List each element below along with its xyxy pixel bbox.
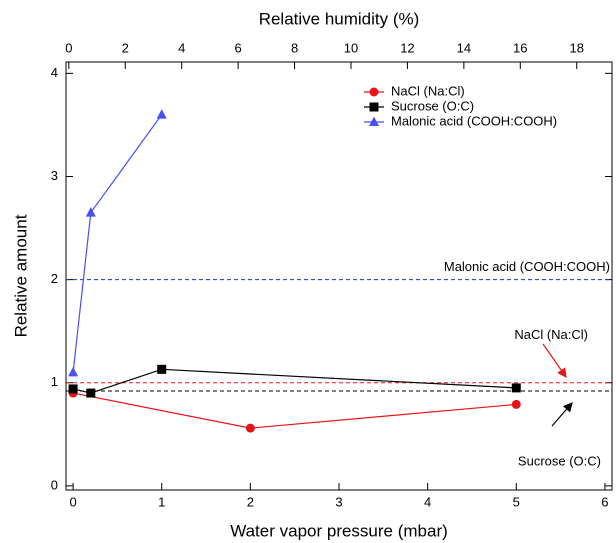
y-tick-label: 2 — [51, 271, 58, 286]
x2-tick-label: 8 — [291, 40, 298, 55]
legend-label: Malonic acid (COOH:COOH) — [391, 113, 557, 128]
x2-axis-label: Relative humidity (%) — [259, 9, 420, 28]
series-line — [72, 114, 163, 373]
reference-label: NaCl (Na:Cl) — [514, 327, 588, 342]
x2-tick-label: 16 — [513, 40, 527, 55]
y-tick-label: 4 — [51, 65, 58, 80]
data-point — [369, 116, 379, 126]
x2-tick-label: 10 — [344, 40, 358, 55]
x-tick-label: 3 — [335, 494, 342, 509]
data-point — [511, 399, 521, 409]
x-tick-label: 2 — [247, 494, 254, 509]
data-point — [157, 364, 167, 374]
data-point — [86, 388, 96, 398]
y-tick-label: 0 — [51, 477, 58, 492]
data-point — [369, 87, 379, 97]
y-tick-label: 3 — [51, 168, 58, 183]
data-point — [85, 207, 96, 217]
x-axis-label: Water vapor pressure (mbar) — [230, 521, 448, 540]
x2-tick-label: 12 — [400, 40, 414, 55]
legend-label: NaCl (Na:Cl) — [391, 83, 465, 98]
data-point — [245, 423, 255, 433]
series-line — [72, 368, 517, 394]
x2-tick-label: 18 — [569, 40, 583, 55]
x2-tick-label: 4 — [178, 40, 185, 55]
y-tick-label: 1 — [51, 374, 58, 389]
y-axis-label: Relative amount — [11, 214, 30, 337]
x-tick-label: 1 — [158, 494, 165, 509]
x-tick-label: 6 — [601, 494, 608, 509]
data-point — [68, 366, 79, 377]
reference-label: Malonic acid (COOH:COOH) — [444, 259, 610, 274]
reference-label: Sucrose (O:C) — [518, 453, 601, 468]
data-point — [68, 384, 78, 394]
x2-tick-label: 14 — [457, 40, 471, 55]
x2-tick-label: 2 — [122, 40, 129, 55]
x-tick-label: 4 — [424, 494, 431, 509]
annotation-arrow — [542, 343, 567, 378]
data-point — [369, 102, 379, 112]
data-point — [511, 383, 521, 393]
data-point — [156, 109, 167, 119]
annotation-arrow — [551, 402, 573, 427]
x-tick-label: 0 — [69, 494, 76, 509]
x-tick-label: 5 — [513, 494, 520, 509]
series-line — [72, 392, 517, 429]
x2-tick-label: 6 — [235, 40, 242, 55]
x2-tick-label: 0 — [65, 40, 72, 55]
legend-label: Sucrose (O:C) — [391, 98, 474, 113]
